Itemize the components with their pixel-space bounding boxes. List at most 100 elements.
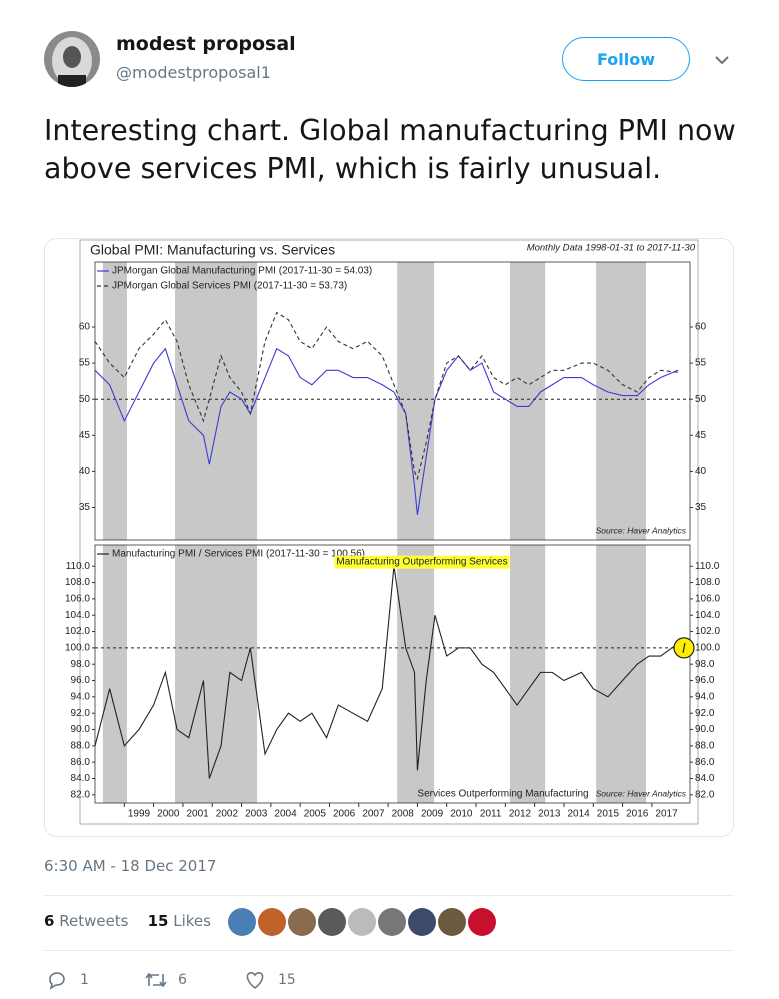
y-tick-label: 88.0 [695, 740, 715, 751]
chart-subtitle: Monthly Data 1998-01-31 to 2017-11-30 [527, 243, 696, 254]
separator [44, 950, 734, 951]
annotation-highlight [334, 555, 510, 569]
y-tick-label: 98.0 [695, 659, 715, 670]
y-tick-label: 35 [79, 502, 91, 513]
x-tick-label: 2000 [157, 809, 180, 820]
y-tick-label: 50 [79, 394, 91, 405]
shaded-period [175, 262, 258, 540]
y-tick-label: 35 [695, 502, 707, 513]
x-tick-label: 2016 [626, 809, 649, 820]
liker-avatars[interactable] [226, 906, 546, 940]
x-tick-label: 2002 [216, 809, 239, 820]
y-tick-label: 106.0 [695, 594, 720, 605]
y-tick-label: 45 [79, 430, 91, 441]
y-tick-label: 104.0 [695, 610, 720, 621]
y-tick-label: 84.0 [71, 773, 91, 784]
highlight-marker-glyph [682, 642, 686, 653]
shaded-period [397, 545, 435, 803]
y-tick-label: 110.0 [695, 561, 720, 572]
y-tick-label: 60 [695, 322, 707, 333]
more-menu[interactable] [714, 54, 730, 66]
y-tick-label: 55 [79, 358, 91, 369]
y-tick-label: 40 [695, 466, 707, 477]
data-line [94, 347, 679, 515]
y-tick-label: 90.0 [71, 724, 91, 735]
y-tick-label: 45 [695, 430, 707, 441]
x-tick-label: 2011 [480, 809, 502, 820]
y-tick-label: 100.0 [65, 643, 90, 654]
y-tick-label: 50 [695, 394, 707, 405]
like-count: 15 [147, 912, 169, 930]
reply-count: 1 [80, 972, 89, 988]
plot-frame [94, 261, 691, 541]
retweet-icon[interactable] [144, 970, 168, 990]
shaded-period [102, 262, 127, 540]
y-tick-label: 82.0 [695, 789, 715, 800]
x-tick-label: 2008 [392, 809, 415, 820]
like-count: 15 [278, 972, 296, 988]
separator [44, 895, 734, 896]
shaded-period [596, 545, 647, 803]
y-tick-label: 96.0 [71, 675, 91, 686]
y-tick-label: 108.0 [695, 577, 720, 588]
x-tick-label: 2010 [450, 809, 473, 820]
y-tick-label: 40 [79, 466, 91, 477]
y-tick-label: 102.0 [695, 626, 720, 637]
annotation: Manufacturing Outperforming Services [336, 557, 507, 568]
retweet-label[interactable]: Retweets [59, 912, 129, 930]
data-line [94, 311, 679, 481]
y-tick-label: 108.0 [65, 577, 90, 588]
x-tick-label: 2003 [245, 809, 268, 820]
y-tick-label: 100.0 [695, 643, 720, 654]
retweet-count: 6 [44, 912, 55, 930]
y-tick-label: 88.0 [71, 740, 91, 751]
y-tick-label: 110.0 [66, 561, 91, 572]
avatar[interactable] [44, 31, 100, 87]
y-tick-label: 86.0 [71, 757, 91, 768]
x-tick-label: 2014 [567, 809, 590, 820]
chart-image[interactable]: 35 35 40 40 45 45 50 50 55 55 60 60 JPMorgan Global … [0, 0, 779, 845]
y-tick-label: 94.0 [695, 692, 715, 703]
tweet-text: Interesting chart. Global manufacturing … [44, 114, 736, 185]
shaded-period [510, 262, 546, 540]
x-tick-label: 2001 [186, 809, 209, 820]
y-tick-label: 98.0 [71, 659, 91, 670]
source-note: Source: Haver Analytics [596, 788, 687, 798]
y-tick-label: 92.0 [695, 708, 715, 719]
timestamp: 6:30 AM - 18 Dec 2017 [44, 857, 217, 875]
x-tick-label: 2012 [509, 809, 532, 820]
y-tick-label: 82.0 [71, 789, 91, 800]
like-icon[interactable] [244, 970, 266, 990]
retweet-count: 6 [178, 972, 187, 988]
x-tick-label: 2005 [304, 809, 327, 820]
y-tick-label: 92.0 [71, 708, 91, 719]
source-note: Source: Haver Analytics [596, 525, 687, 535]
user-name[interactable]: modest proposal [116, 33, 296, 55]
y-tick-label: 106.0 [65, 594, 90, 605]
y-tick-label: 90.0 [695, 724, 715, 735]
shaded-period [102, 545, 127, 803]
annotation: Services Outperforming Manufacturing [417, 789, 588, 800]
y-tick-label: 96.0 [695, 675, 715, 686]
follow-button[interactable]: Follow [562, 37, 690, 81]
x-tick-label: 2007 [362, 809, 385, 820]
y-tick-label: 60 [79, 322, 91, 333]
x-tick-label: 2017 [655, 809, 678, 820]
reply-icon[interactable] [46, 970, 68, 990]
y-tick-label: 94.0 [71, 692, 91, 703]
y-tick-label: 104.0 [65, 610, 90, 621]
legend-label: Manufacturing PMI / Services PMI (2017-1… [112, 549, 365, 560]
x-tick-label: 2013 [538, 809, 561, 820]
y-tick-label: 102.0 [65, 626, 90, 637]
shaded-period [596, 262, 647, 540]
user-handle[interactable]: @modestproposal1 [116, 63, 271, 82]
y-tick-label: 55 [695, 358, 707, 369]
y-tick-label: 86.0 [695, 757, 715, 768]
legend-label: JPMorgan Global Services PMI (2017-11-30… [112, 281, 347, 292]
x-tick-label: 2009 [421, 809, 444, 820]
x-tick-label: 2004 [274, 809, 297, 820]
x-tick-label: 2006 [333, 809, 356, 820]
like-label[interactable]: Likes [173, 912, 211, 930]
x-tick-label: 2015 [597, 809, 620, 820]
